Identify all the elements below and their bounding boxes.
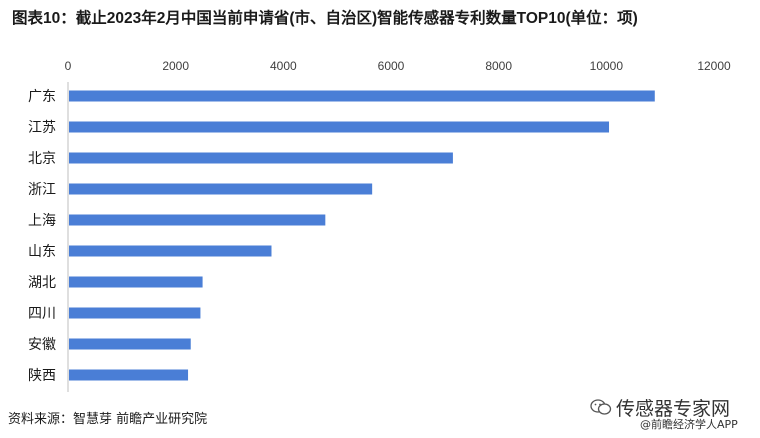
chart-title: 图表10：截止2023年2月中国当前申请省(市、自治区)智能传感器专利数量TOP… xyxy=(12,10,638,27)
category-label: 山东 xyxy=(28,244,56,260)
x-tick-label: 8000 xyxy=(485,59,512,73)
x-tick-label: 12000 xyxy=(697,59,731,73)
wechat-account-name: 传感器专家网 xyxy=(616,398,731,420)
wechat-icon xyxy=(590,399,612,415)
wechat-watermark: 传感器专家网 @前瞻经济学人APP xyxy=(590,394,758,434)
bars xyxy=(69,90,655,381)
x-tick-label: 6000 xyxy=(378,59,405,73)
source-note: 资料来源：智慧芽 前瞻产业研究院 xyxy=(8,412,208,427)
bar xyxy=(69,183,373,195)
x-tick-label: 2000 xyxy=(162,59,189,73)
x-tick-label: 4000 xyxy=(270,59,297,73)
bar xyxy=(69,90,655,102)
category-label: 陕西 xyxy=(28,368,56,384)
category-label: 上海 xyxy=(28,213,56,229)
category-label: 安徽 xyxy=(28,337,56,353)
category-label: 北京 xyxy=(28,151,56,167)
bar xyxy=(69,245,272,257)
bar xyxy=(69,276,203,288)
bar xyxy=(69,369,189,381)
app-credit: @前瞻经济学人APP xyxy=(640,418,738,431)
bar xyxy=(69,338,191,350)
bar xyxy=(69,121,610,133)
category-label: 湖北 xyxy=(28,275,56,291)
bar xyxy=(69,152,453,164)
bar-chart: 0 2000 4000 6000 8000 10000 12000 广东江苏北京浙江上海山东… xyxy=(28,59,731,392)
category-label: 浙江 xyxy=(28,182,56,198)
bar xyxy=(69,307,201,319)
category-label: 广东 xyxy=(28,89,56,105)
x-tick-label: 0 xyxy=(65,59,72,73)
x-axis-ticks: 0 2000 4000 6000 8000 10000 12000 xyxy=(65,59,731,73)
category-label: 江苏 xyxy=(28,120,56,136)
bar xyxy=(69,214,326,226)
x-tick-label: 10000 xyxy=(590,59,624,73)
category-label: 四川 xyxy=(28,306,56,322)
